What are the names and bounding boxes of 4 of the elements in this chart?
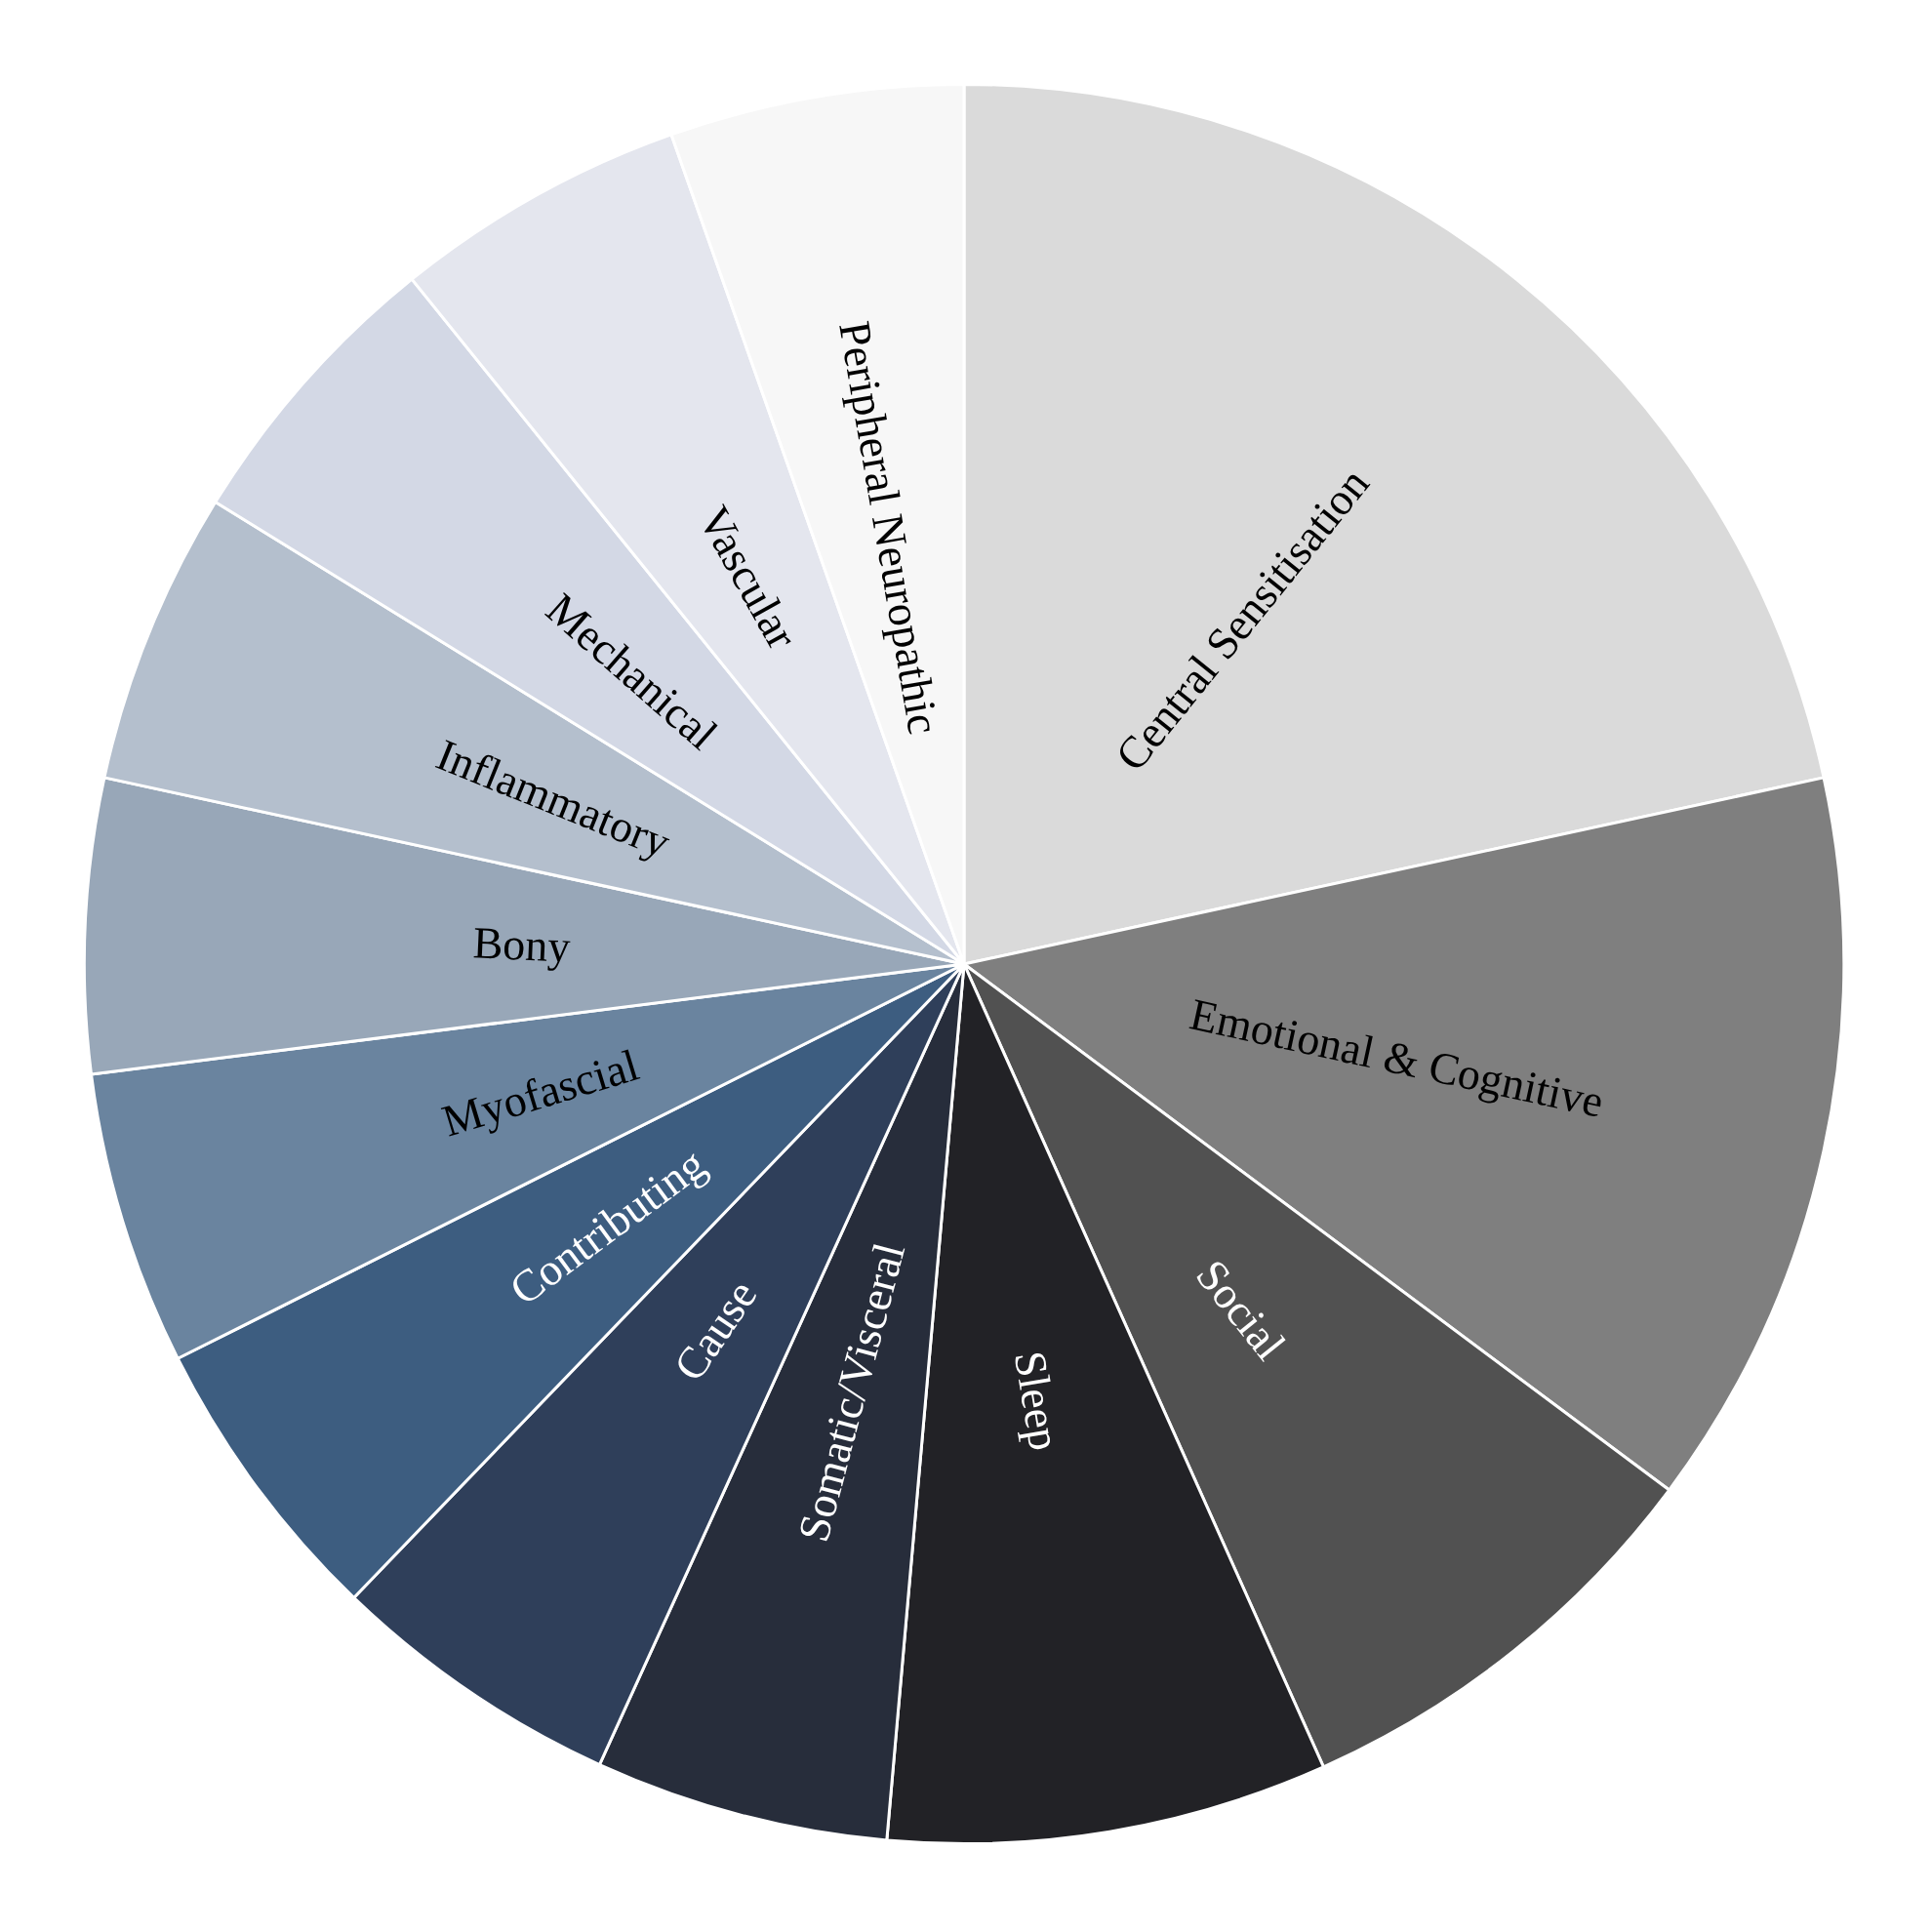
slice-label: Peripheral Neuropathic (829, 317, 949, 738)
slice-label: Emotional & Cognitive (1186, 988, 1608, 1127)
slice-label: Sleep (1004, 1347, 1070, 1455)
slice-label: Bony (471, 917, 572, 972)
